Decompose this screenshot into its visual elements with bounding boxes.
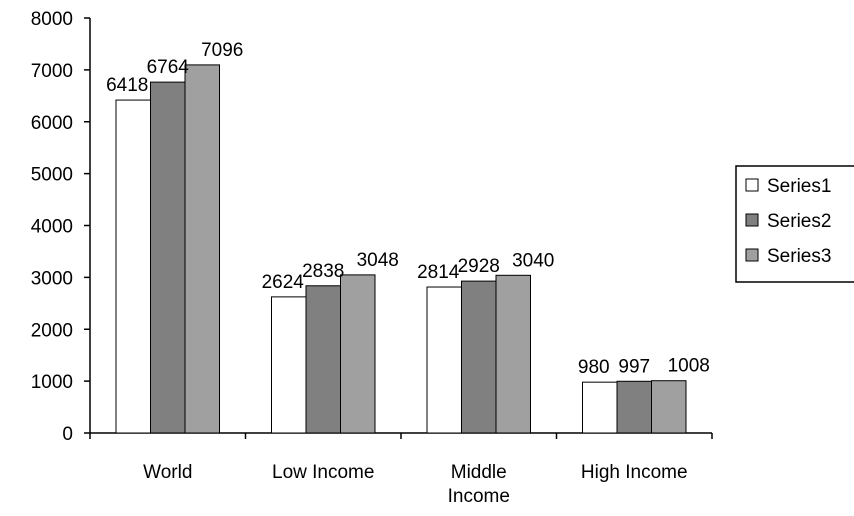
bar bbox=[150, 81, 186, 434]
legend-label: Series2 bbox=[767, 211, 831, 232]
data-label: 2928 bbox=[458, 256, 500, 277]
y-tick-label: 3000 bbox=[31, 268, 73, 289]
x-axis: World Low Income Middle Income High Income bbox=[89, 432, 713, 507]
legend-label: Series3 bbox=[767, 246, 831, 267]
legend-swatch bbox=[745, 213, 759, 227]
bar bbox=[461, 280, 497, 434]
data-label: 6764 bbox=[147, 57, 190, 78]
data-label: 2814 bbox=[417, 262, 460, 283]
data-label: 2624 bbox=[262, 272, 305, 293]
x-tick-label: High Income bbox=[581, 462, 688, 483]
bar bbox=[115, 99, 151, 434]
bar bbox=[651, 380, 687, 434]
legend: Series1 Series2 Series3 bbox=[735, 165, 854, 283]
legend-label: Series1 bbox=[767, 176, 831, 197]
bar bbox=[495, 274, 531, 434]
y-tick-label: 4000 bbox=[31, 217, 73, 238]
bar bbox=[184, 64, 220, 434]
y-tick-label: 5000 bbox=[31, 165, 73, 186]
bar bbox=[426, 286, 462, 434]
bar bbox=[340, 274, 376, 434]
data-label: 7096 bbox=[201, 40, 243, 61]
y-tick-label: 8000 bbox=[31, 9, 73, 30]
data-label: 997 bbox=[618, 356, 650, 377]
y-tick-label: 2000 bbox=[31, 320, 73, 341]
data-label: 1008 bbox=[668, 356, 710, 377]
data-label: 3048 bbox=[357, 250, 399, 271]
data-labels: 6418 2624 2814 980 6764 2838 2928 997 7096 3048 30… bbox=[106, 40, 710, 378]
y-axis: 0 1000 2000 3000 4000 5000 6000 7000 8000 bbox=[31, 9, 91, 445]
data-label: 6418 bbox=[106, 75, 148, 96]
data-label: 980 bbox=[578, 357, 610, 378]
y-tick-label: 7000 bbox=[31, 61, 73, 82]
data-label: 3040 bbox=[512, 250, 554, 271]
legend-swatch bbox=[745, 178, 759, 192]
bar bbox=[582, 381, 618, 434]
y-tick-label: 6000 bbox=[31, 113, 73, 134]
x-tick-label: World bbox=[143, 462, 192, 483]
x-tick-label: Middle Income bbox=[448, 462, 510, 507]
bar bbox=[616, 380, 652, 434]
data-label: 2838 bbox=[302, 261, 344, 282]
bar bbox=[305, 285, 341, 434]
x-tick-label: Low Income bbox=[272, 462, 374, 483]
legend-swatch bbox=[745, 248, 759, 262]
y-tick-label: 0 bbox=[62, 424, 73, 445]
y-tick-label: 1000 bbox=[31, 372, 73, 393]
bar bbox=[271, 296, 307, 434]
bars bbox=[115, 64, 687, 434]
